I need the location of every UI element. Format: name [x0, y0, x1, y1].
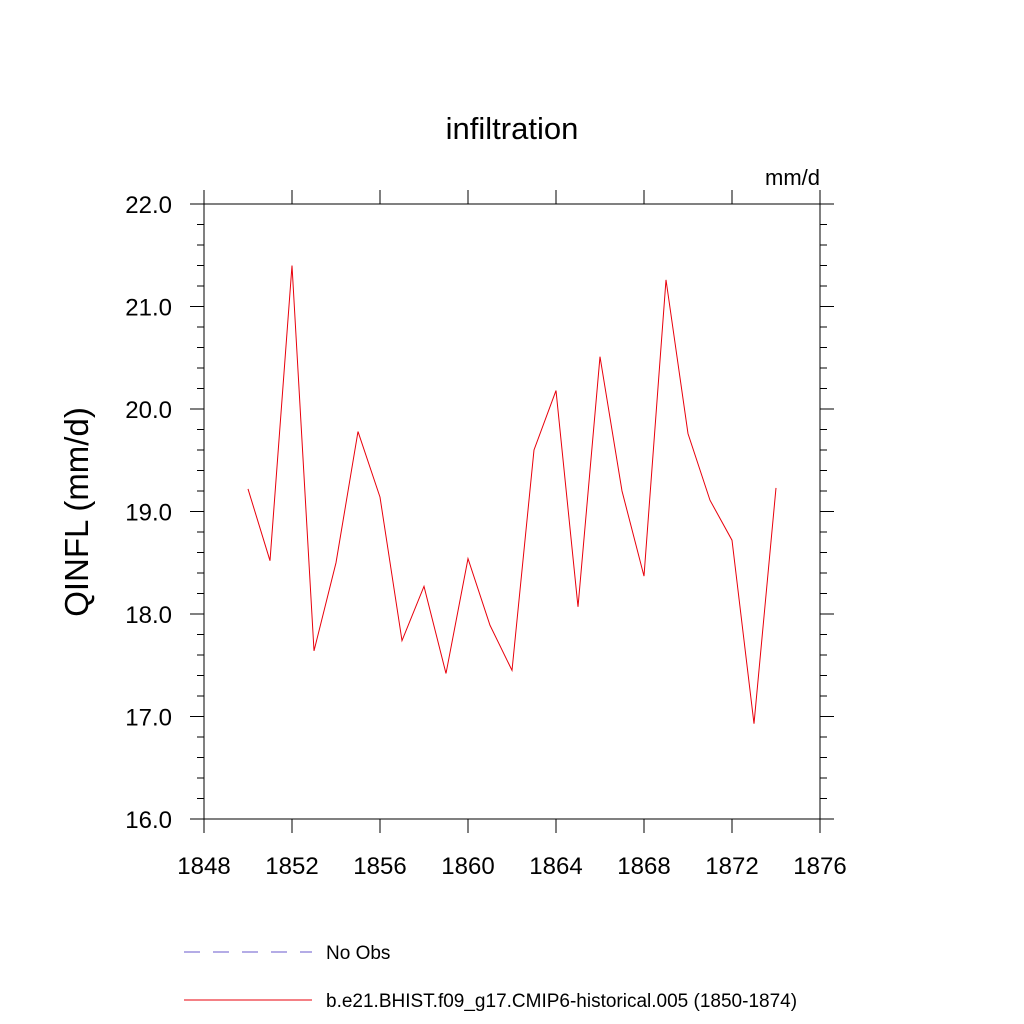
- y-tick-label: 20.0: [125, 397, 172, 424]
- x-tick-label: 1856: [353, 853, 406, 880]
- y-tick-label: 17.0: [125, 705, 172, 732]
- y-tick-label: 22.0: [125, 192, 172, 219]
- x-tick-label: 1848: [177, 853, 230, 880]
- plot-frame: [203, 203, 821, 820]
- axes: [203, 203, 821, 820]
- x-tick-label: 1860: [441, 853, 494, 880]
- series-lines: [247, 265, 777, 724]
- legend: No Obs b.e21.BHIST.f09_g17.CMIP6-historic…: [184, 943, 797, 1012]
- x-tick-label: 1872: [705, 853, 758, 880]
- ticks: 1848 1852 1856 1860 1864 1868 1872 1876 16.0 17.0…: [125, 190, 847, 880]
- y-tick-label: 21.0: [125, 295, 172, 322]
- y-tick-label: 16.0: [125, 807, 172, 834]
- chart-title: infiltration: [446, 111, 579, 146]
- legend-label-0: No Obs: [326, 943, 390, 964]
- x-tick-label: 1864: [529, 853, 582, 880]
- series-line-0: [247, 265, 777, 724]
- x-tick-label: 1852: [265, 853, 318, 880]
- y-tick-label: 19.0: [125, 500, 172, 527]
- y-tick-label: 18.0: [125, 602, 172, 629]
- units-label: mm/d: [765, 165, 820, 190]
- y-axis-label: QINFL (mm/d): [58, 407, 95, 617]
- x-tick-label: 1868: [617, 853, 670, 880]
- legend-label-1: b.e21.BHIST.f09_g17.CMIP6-historical.005…: [326, 991, 797, 1012]
- x-tick-label: 1876: [793, 853, 846, 880]
